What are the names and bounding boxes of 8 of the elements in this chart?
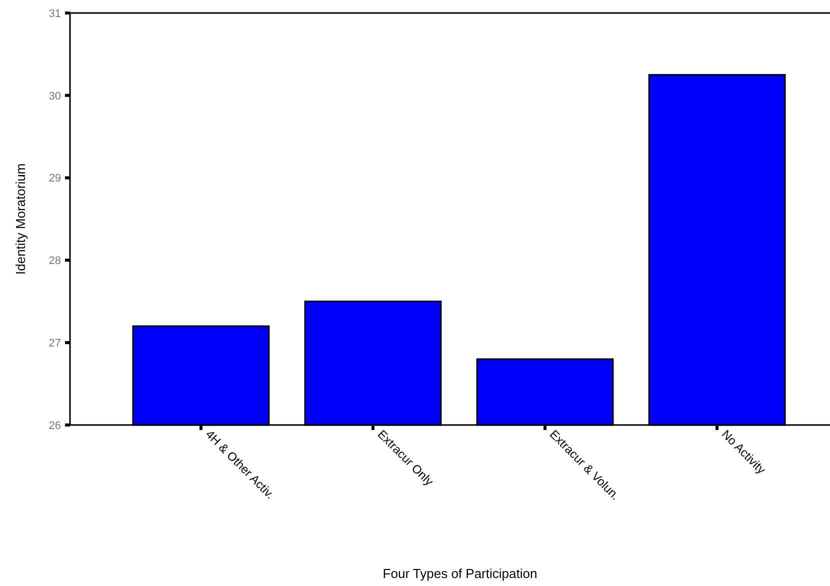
x-axis-title: Four Types of Participation <box>382 566 538 581</box>
y-axis-title: Identity Moratorium <box>13 163 28 275</box>
y-tick-label: 30 <box>48 90 61 102</box>
y-tick-label: 26 <box>48 420 61 432</box>
y-tick-label: 31 <box>48 8 61 20</box>
y-tick-label: 27 <box>48 337 61 350</box>
y-tick-label: 29 <box>48 172 61 185</box>
y-tick-label: 28 <box>48 255 61 268</box>
